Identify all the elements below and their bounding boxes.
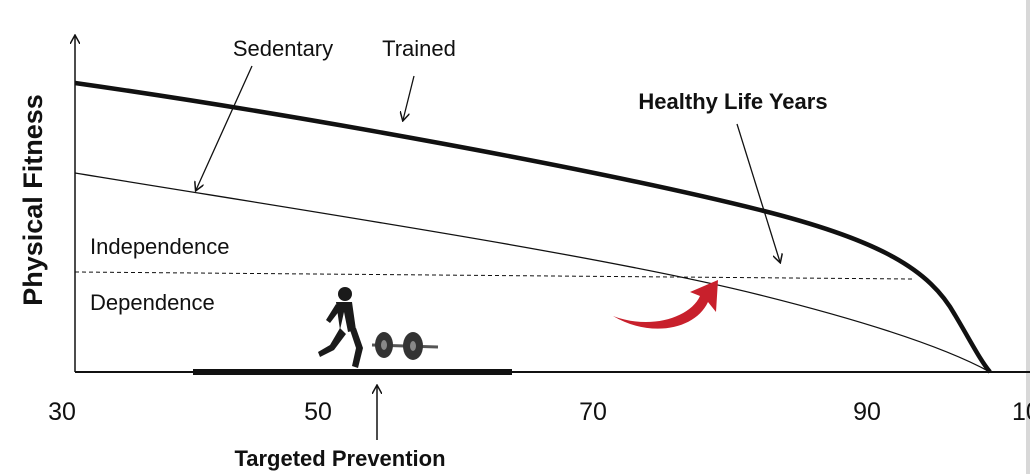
- healthy-arrow: [736, 123, 780, 262]
- x-tick-label: 70: [579, 398, 607, 426]
- prevention-label: Targeted Prevention: [234, 446, 445, 471]
- y-axis-label: Physical Fitness: [18, 94, 48, 306]
- trained-label: Trained: [382, 36, 456, 61]
- trained-arrow: [403, 75, 415, 120]
- dumbbell-icon: [371, 332, 439, 360]
- red-arrow: [613, 280, 718, 329]
- x-tick-label: 30: [48, 398, 76, 426]
- independence-label: Independence: [90, 234, 229, 259]
- frame-edge: [1026, 0, 1030, 474]
- trained-curve: [74, 80, 992, 374]
- x-tick-label: 50: [304, 398, 332, 426]
- runner-icon: [318, 287, 363, 368]
- dependence-label: Dependence: [90, 290, 215, 315]
- x-tick-label: 90: [853, 398, 881, 426]
- sedentary-label: Sedentary: [233, 36, 333, 61]
- sedentary-arrow: [196, 65, 253, 190]
- x-tick-label: 100: [1012, 398, 1030, 426]
- healthy-label: Healthy Life Years: [638, 89, 827, 114]
- sedentary-curve: [74, 172, 991, 373]
